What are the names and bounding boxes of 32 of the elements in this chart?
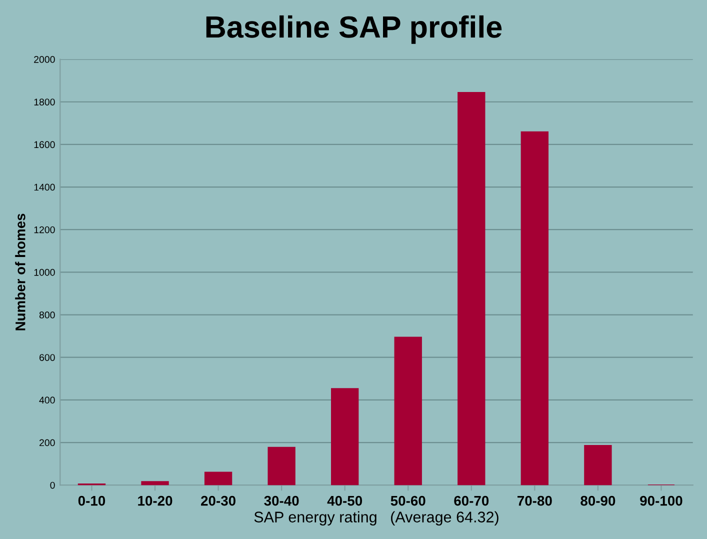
y-tick-label: 1400 — [34, 184, 55, 191]
y-tick-label: 0 — [50, 482, 55, 489]
x-tick-label: 50-60 — [390, 496, 426, 506]
x-tick-label: 80-90 — [580, 496, 616, 506]
x-tick-label: 40-50 — [327, 496, 362, 506]
bar — [204, 472, 232, 486]
x-tick-label: 90-100 — [640, 496, 682, 506]
x-tick-label: 0-10 — [78, 496, 106, 506]
x-axis-title: SAP energy rating (Average 64.32) — [254, 511, 498, 526]
bar — [330, 388, 359, 486]
chart-title: Baseline SAP profile — [206, 15, 502, 44]
bar — [520, 131, 549, 486]
x-tick-label: 60-70 — [454, 496, 489, 506]
y-tick-label: 800 — [39, 312, 55, 318]
bar — [394, 336, 422, 486]
y-tick-label: 200 — [40, 439, 55, 446]
x-tick-label: 30-40 — [264, 496, 299, 506]
bar — [458, 92, 486, 486]
x-tick-label: 70-80 — [518, 496, 552, 506]
y-tick-label: 1000 — [34, 268, 55, 276]
x-tick-label: 10-20 — [138, 496, 172, 506]
y-tick-label: 1600 — [34, 141, 55, 148]
y-tick-label: 1200 — [34, 226, 55, 234]
y-tick-label: 600 — [40, 354, 55, 361]
y-tick-label: 2000 — [34, 56, 55, 63]
bar — [141, 481, 169, 486]
y-tick-label: 400 — [39, 396, 55, 404]
y-tick-label: 1800 — [34, 98, 55, 106]
y-axis-title: Number of homes — [15, 214, 26, 330]
bar — [268, 446, 296, 486]
bar — [584, 444, 612, 486]
x-tick-label: 20-30 — [201, 496, 236, 506]
